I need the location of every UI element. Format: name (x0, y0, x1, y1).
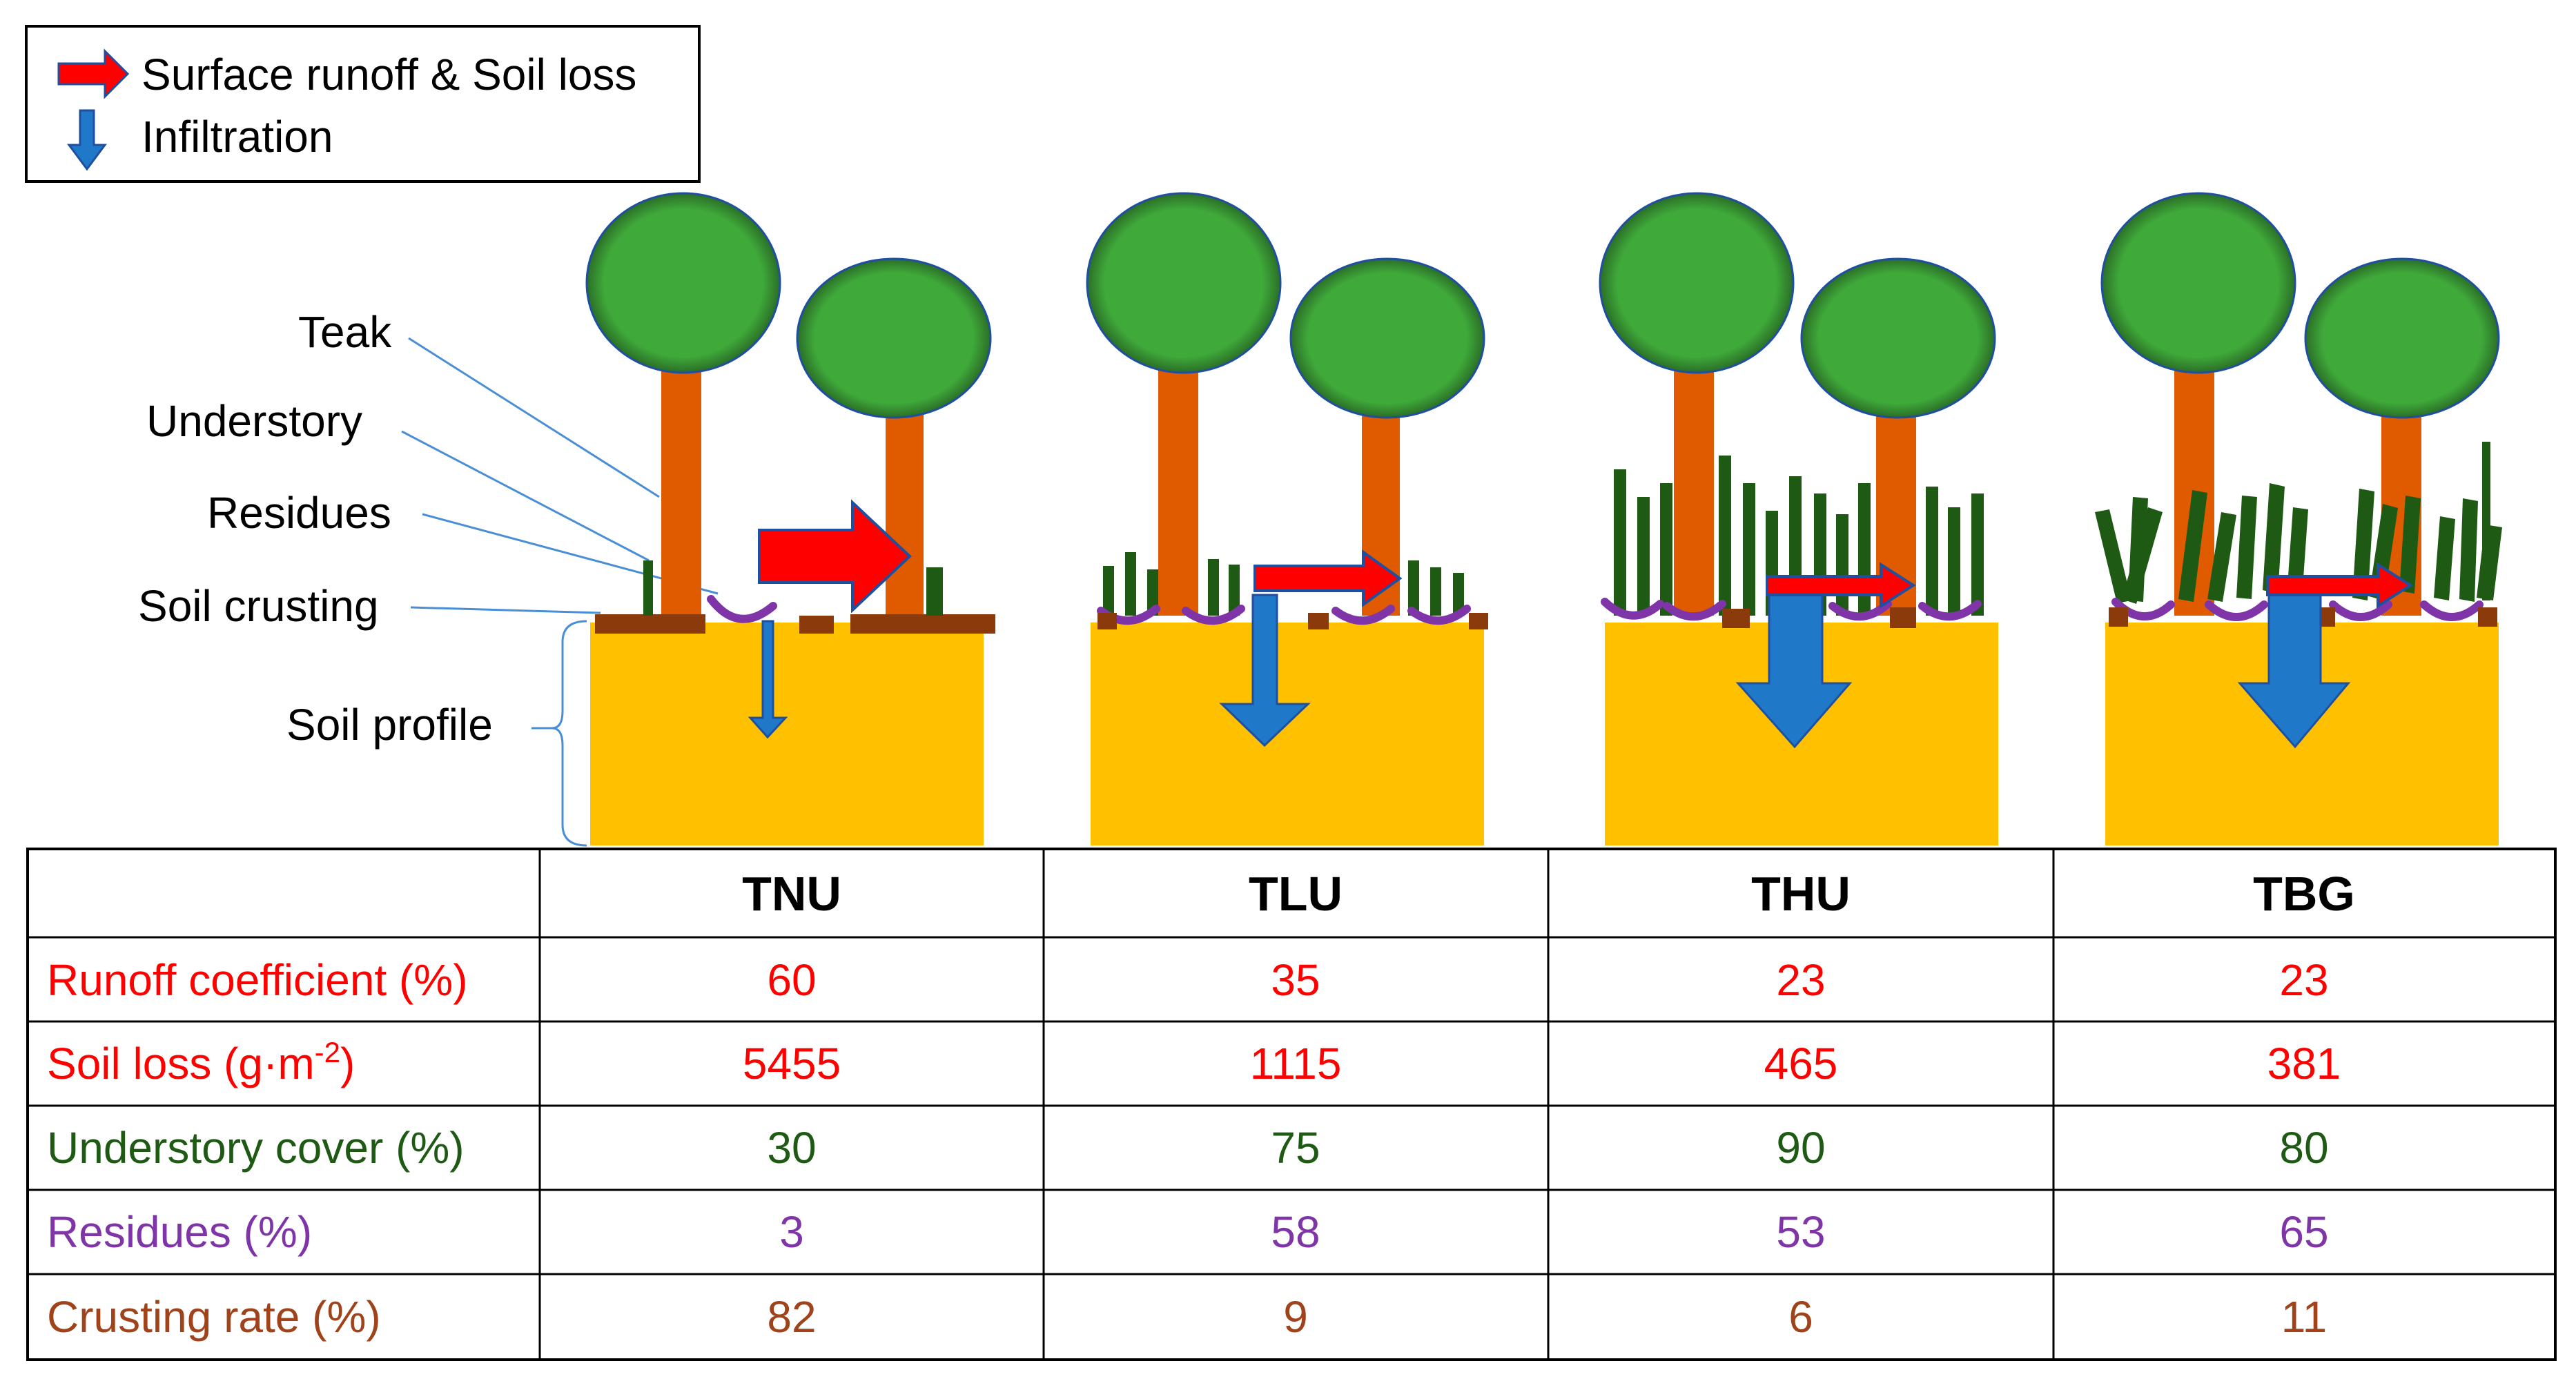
runoff-arrow-icon (57, 48, 130, 99)
table-header: TNU TLU THU TBG (742, 867, 2355, 921)
teak-canopy-small (796, 257, 992, 419)
infiltration-arrow-icon (67, 109, 107, 171)
teak-canopy-small (2304, 257, 2500, 419)
table-border (26, 848, 2557, 1361)
row-label-runoff-coefficient: Runoff coefficient (%) (47, 955, 468, 1005)
crust (595, 614, 705, 634)
table-cell: 75 (1271, 1123, 1320, 1173)
table-cell: 80 (2279, 1123, 2328, 1173)
soil-profile (590, 623, 984, 845)
infiltration-arrow-icon (2237, 594, 2351, 749)
leader-teak (408, 337, 660, 498)
label-residues: Residues (207, 488, 391, 538)
residues (1601, 598, 1982, 621)
soil-profile-brace (552, 620, 587, 847)
trunk (661, 330, 701, 616)
table-cell: 3 (779, 1207, 804, 1257)
crust (2109, 607, 2128, 627)
table-cell: 465 (1764, 1039, 1838, 1088)
runoff-arrow-icon (2266, 562, 2413, 609)
table-cell: 11 (2281, 1292, 2327, 1342)
crust (850, 614, 995, 634)
table-cell: 35 (1271, 955, 1320, 1005)
runoff-arrow-icon (758, 499, 912, 614)
crust (1097, 613, 1117, 629)
understory (1103, 552, 1464, 616)
column-header-tbg: TBG (2253, 867, 2355, 921)
table-cell: 90 (1776, 1123, 1825, 1173)
column-header-thu: THU (1751, 867, 1851, 921)
soil-profile (1091, 623, 1484, 845)
crust (1308, 613, 1329, 629)
row-label-crusting-rate: Crusting rate (%) (47, 1292, 381, 1342)
column-header-tlu: TLU (1249, 867, 1343, 921)
table-cell: 381 (2267, 1039, 2341, 1088)
infiltration-arrow-icon (1735, 594, 1853, 749)
teak-canopy-large (1086, 192, 1282, 374)
table-row: Understory cover (%) 30 75 90 80 (47, 1123, 2329, 1173)
runoff-arrow-icon (1766, 562, 1916, 609)
crust (2478, 607, 2497, 627)
teak-canopy-small (1289, 257, 1485, 419)
table-row: Soil loss (g·m-2) 5455 1115 465 381 (47, 1036, 2341, 1088)
understory-stem (926, 567, 943, 616)
row-label-soil-loss: Soil loss (g·m-2) (47, 1036, 355, 1088)
trunk (886, 400, 924, 616)
infiltration-arrow-icon (748, 620, 788, 739)
table-row: Runoff coefficient (%) 60 35 23 23 (47, 955, 2329, 1005)
table-cell: 30 (767, 1123, 816, 1173)
table-cell: 53 (1776, 1207, 1825, 1257)
table-row: Crusting rate (%) 82 9 6 11 (47, 1292, 2327, 1342)
legend: Surface runoff & Soil loss Infiltration (25, 25, 701, 183)
legend-infiltration-label: Infiltration (142, 112, 333, 162)
crust (1722, 609, 1750, 628)
trunk (1158, 342, 1198, 616)
table-row: Residues (%) 3 58 53 65 (47, 1207, 2329, 1257)
table-cell: 6 (1788, 1292, 1813, 1342)
understory-tufts (2095, 442, 2502, 604)
panel-thu (1599, 192, 1998, 845)
component-labels: Teak Understory Residues Soil crusting S… (138, 307, 719, 847)
results-table: TNU TLU THU TBG Runoff coefficient (%) 6… (26, 848, 2557, 1361)
crust (1469, 613, 1488, 629)
understory-stem (643, 560, 653, 616)
infiltration-arrow-icon (1219, 594, 1311, 747)
teak-canopy-large (1599, 192, 1795, 374)
label-teak: Teak (298, 307, 392, 357)
teak-canopy-large (2100, 192, 2296, 374)
table-cell: 1115 (1250, 1039, 1342, 1088)
table-cell: 60 (767, 955, 816, 1005)
runoff-arrow-icon (1253, 549, 1403, 607)
teak-canopy-large (585, 192, 781, 374)
crust (799, 616, 834, 634)
legend-runoff-label: Surface runoff & Soil loss (142, 50, 636, 99)
label-soil-crusting: Soil crusting (138, 581, 379, 631)
crust (1890, 607, 1916, 628)
residues (2111, 598, 2484, 621)
table-cell: 9 (1283, 1292, 1308, 1342)
label-understory: Understory (146, 396, 362, 446)
residue (707, 595, 777, 623)
panel-tlu (1086, 192, 1488, 845)
row-label-understory-cover: Understory cover (%) (47, 1123, 465, 1173)
column-header-tnu: TNU (742, 867, 841, 921)
teak-canopy-small (1800, 257, 1996, 419)
table-cell: 23 (1776, 955, 1825, 1005)
table-cell: 65 (2279, 1207, 2328, 1257)
table-cell: 82 (767, 1292, 816, 1342)
table-cell: 5455 (743, 1039, 841, 1088)
leader-soil-crusting (410, 606, 601, 614)
table-cell: 23 (2279, 955, 2328, 1005)
label-soil-profile: Soil profile (286, 700, 493, 750)
legend-box (25, 25, 701, 183)
trunk (1674, 338, 1714, 616)
table-cell: 58 (1271, 1207, 1320, 1257)
leader-understory (401, 430, 650, 562)
row-label-residues: Residues (%) (47, 1207, 312, 1257)
panel-tbg (2095, 192, 2502, 845)
panel-tnu (585, 192, 995, 845)
